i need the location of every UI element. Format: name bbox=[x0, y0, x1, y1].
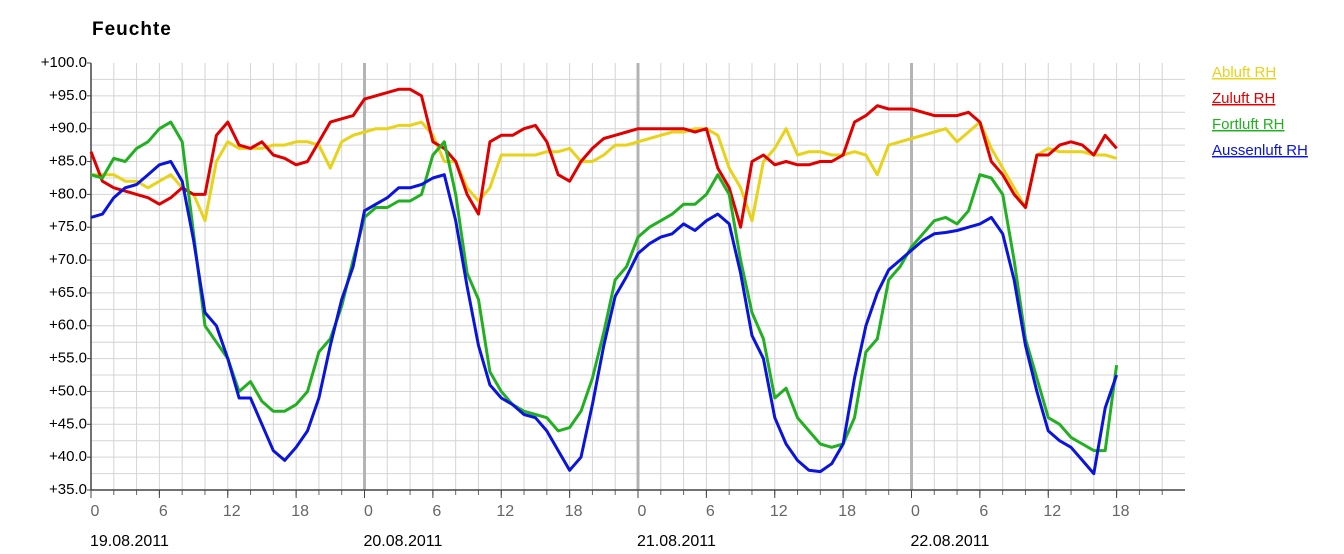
x-tick-label: 12 bbox=[1043, 503, 1061, 520]
series-line bbox=[91, 120, 1118, 223]
y-tick-label: +60.0 bbox=[49, 317, 87, 334]
x-tick-label: 6 bbox=[159, 503, 168, 520]
y-tick-label: +100.0 bbox=[41, 54, 87, 71]
date-label: 19.08.2011 bbox=[90, 533, 169, 550]
y-tick-label: +80.0 bbox=[49, 185, 87, 202]
x-tick-label: 6 bbox=[979, 503, 988, 520]
y-tick-label: +55.0 bbox=[49, 350, 87, 367]
x-tick-label: 0 bbox=[911, 503, 920, 520]
x-tick-label: 0 bbox=[364, 503, 373, 520]
date-label: 21.08.2011 bbox=[637, 533, 716, 550]
legend-entry: Zuluft RH bbox=[1212, 90, 1275, 107]
legend-entry: Fortluft RH bbox=[1212, 116, 1285, 133]
series-line bbox=[90, 120, 1119, 453]
x-tick-label: 0 bbox=[638, 503, 647, 520]
series-line bbox=[90, 160, 1119, 476]
y-tick-label: +85.0 bbox=[49, 153, 87, 170]
y-tick-label: +50.0 bbox=[49, 382, 87, 399]
legend-entry: Abluft RH bbox=[1212, 64, 1276, 81]
series-line bbox=[89, 87, 1118, 229]
y-tick-label: +70.0 bbox=[49, 251, 87, 268]
x-tick-label: 12 bbox=[496, 503, 514, 520]
y-tick-label: +35.0 bbox=[49, 481, 87, 498]
x-tick-label: 18 bbox=[565, 503, 583, 520]
x-tick-label: 12 bbox=[770, 503, 788, 520]
y-tick-label: +40.0 bbox=[49, 448, 87, 465]
y-tick-label: +65.0 bbox=[49, 284, 87, 301]
y-tick-label: +45.0 bbox=[49, 415, 87, 432]
y-tick-label: +95.0 bbox=[49, 87, 87, 104]
y-tick-label: +75.0 bbox=[49, 218, 87, 235]
y-tick-label: +90.0 bbox=[49, 120, 87, 137]
date-label: 22.08.2011 bbox=[911, 533, 990, 550]
x-tick-label: 18 bbox=[291, 503, 309, 520]
x-tick-label: 6 bbox=[432, 503, 441, 520]
x-tick-label: 12 bbox=[223, 503, 241, 520]
x-tick-label: 18 bbox=[1112, 503, 1130, 520]
date-label: 20.08.2011 bbox=[364, 533, 443, 550]
chart-title: Feuchte bbox=[92, 19, 172, 40]
x-tick-label: 18 bbox=[838, 503, 856, 520]
legend-entry: Aussenluft RH bbox=[1212, 142, 1308, 159]
x-tick-label: 6 bbox=[706, 503, 715, 520]
x-tick-label: 0 bbox=[91, 503, 100, 520]
